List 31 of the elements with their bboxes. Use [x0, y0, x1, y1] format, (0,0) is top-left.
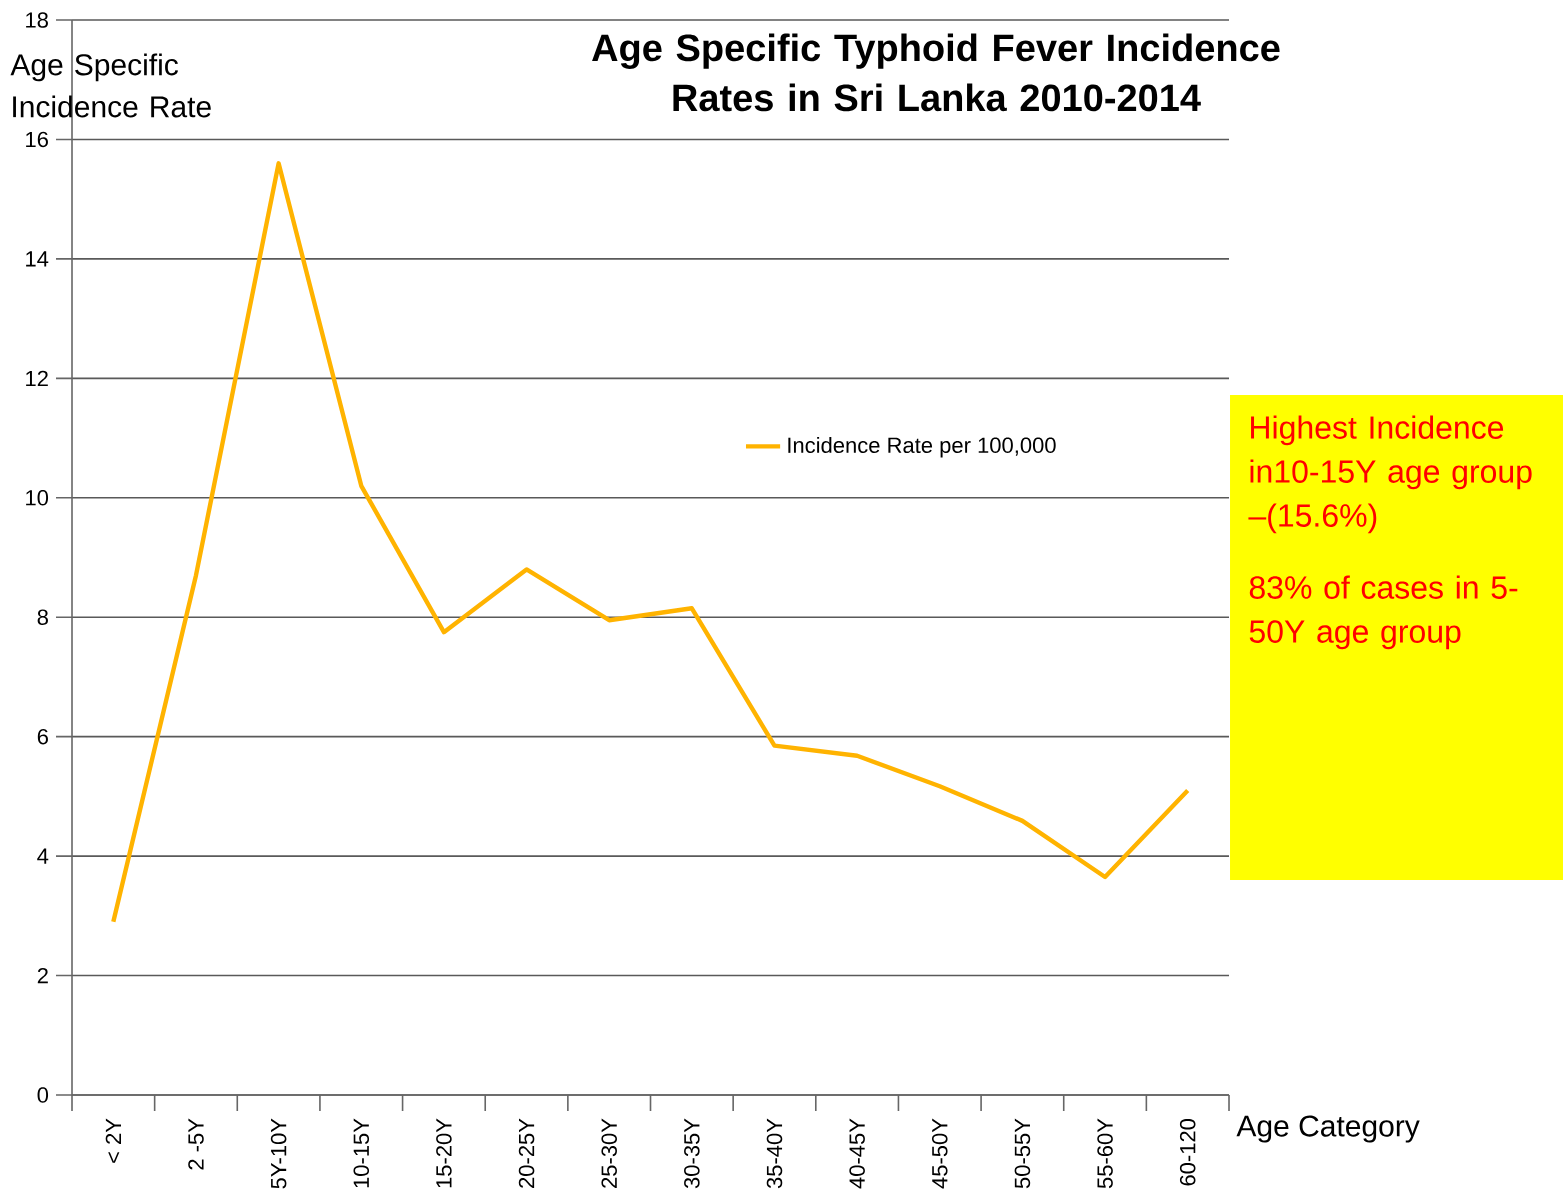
x-tick-label: 60-120 — [1179, 1118, 1196, 1186]
y-tick-label: 4 — [37, 848, 49, 864]
y-tick-label: 18 — [26, 12, 48, 28]
y-axis-title: Age Specific Incidence Rate — [10, 53, 211, 118]
x-tick-label: 50-55Y — [1014, 1118, 1031, 1189]
x-tick-label: 20-25Y — [518, 1118, 535, 1188]
x-tick-label: 2 -5Y — [188, 1118, 204, 1170]
x-tick-label: 25-30Y — [601, 1118, 617, 1188]
y-tick-label: 10 — [26, 490, 49, 506]
x-tick-label: 40-45Y — [849, 1118, 865, 1189]
x-tick-label: 10-15Y — [353, 1118, 370, 1188]
y-tick-label: 14 — [26, 251, 49, 267]
y-tick-label: 12 — [26, 370, 48, 387]
y-tick-label: 0 — [37, 1087, 49, 1103]
x-tick-label: 35-40Y — [766, 1118, 783, 1189]
y-tick-label: 8 — [37, 609, 48, 626]
text: Highest Incidence in10-15Y age group –(15.6%) — [1248, 415, 1532, 534]
y-tick-label: 16 — [26, 131, 48, 148]
line-series — [111, 161, 1190, 925]
x-tick-label: 5Y-10Y — [270, 1118, 287, 1189]
x-tick-label: 30-35Y — [684, 1118, 700, 1189]
text: 83% of cases in 5-50Y age group — [1249, 575, 1518, 650]
x-tick-label: 55-60Y — [1097, 1118, 1113, 1189]
y-tick-label: 2 — [37, 967, 48, 984]
y-tick-label: 6 — [37, 728, 48, 745]
legend-label: Incidence Rate per 100,000 — [788, 436, 1056, 458]
x-tick-label: 45-50Y — [932, 1118, 948, 1189]
x-tick-label: 15-20Y — [436, 1118, 452, 1188]
x-axis-title: Age Category — [1236, 1115, 1420, 1143]
text: Age Specific Typhoid Fever Incidence Rates in Sri Lanka 2010-2014 — [592, 33, 1280, 112]
x-tick-label: < 2Y — [105, 1118, 121, 1163]
